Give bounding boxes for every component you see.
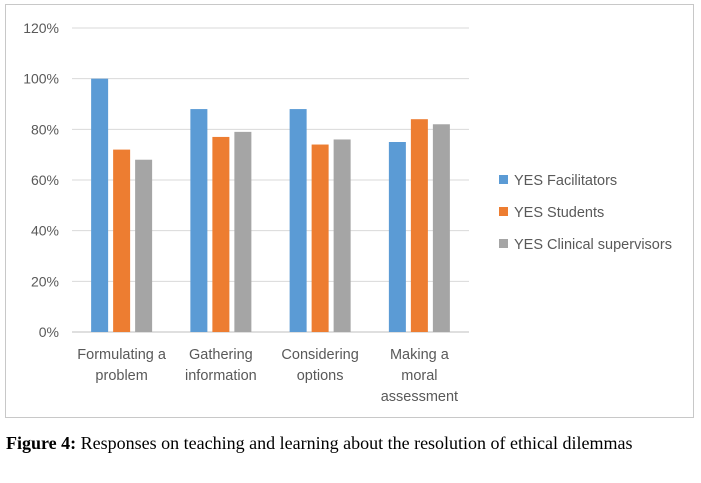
figure-caption: Figure 4: Responses on teaching and lear… bbox=[6, 432, 686, 454]
caption-text: Responses on teaching and learning about… bbox=[76, 433, 633, 453]
category-label-line: options bbox=[297, 368, 344, 384]
bar bbox=[311, 144, 329, 332]
bar bbox=[190, 109, 208, 332]
bar-chart: 0% 20% 40% 60% 80% 100% 120% Formulating a prob… bbox=[23, 20, 672, 405]
category-label-line: assessment bbox=[381, 389, 458, 405]
bar bbox=[410, 119, 428, 332]
category-label-line: problem bbox=[95, 368, 147, 384]
bar bbox=[135, 159, 153, 332]
bar bbox=[91, 78, 109, 333]
category-label-line: moral bbox=[401, 368, 437, 384]
y-tick-label: 80% bbox=[31, 121, 59, 137]
legend-swatch bbox=[499, 207, 508, 216]
legend-label: YES Clinical supervisors bbox=[514, 237, 672, 253]
bars bbox=[91, 78, 450, 333]
chart-frame: 0% 20% 40% 60% 80% 100% 120% Formulating a prob… bbox=[5, 4, 694, 418]
category-label-line: Formulating a bbox=[77, 347, 167, 363]
category-label: Making a moral assessment bbox=[381, 347, 458, 405]
bar bbox=[333, 139, 351, 332]
y-tick-label: 100% bbox=[23, 71, 59, 87]
category-label-line: information bbox=[185, 368, 257, 384]
y-tick-label: 120% bbox=[23, 20, 59, 36]
category-label: Gathering information bbox=[185, 347, 257, 384]
legend: YES Facilitators YES Students YES Clinical… bbox=[499, 173, 672, 253]
legend-label: YES Students bbox=[514, 205, 604, 221]
bar bbox=[432, 124, 450, 333]
bar bbox=[113, 149, 131, 332]
bar bbox=[388, 142, 406, 332]
legend-swatch bbox=[499, 239, 508, 248]
legend-swatch bbox=[499, 175, 508, 184]
legend-label: YES Facilitators bbox=[514, 173, 617, 189]
y-tick-label: 20% bbox=[31, 273, 59, 289]
y-tick-label: 40% bbox=[31, 223, 59, 239]
category-label: Considering options bbox=[281, 347, 358, 384]
category-label-line: Gathering bbox=[189, 347, 253, 363]
category-label-line: Considering bbox=[281, 347, 358, 363]
bar bbox=[289, 109, 307, 332]
y-axis-ticks: 0% 20% 40% 60% 80% 100% 120% bbox=[23, 20, 59, 340]
category-label: Formulating a problem bbox=[77, 347, 167, 384]
category-label-line: Making a bbox=[390, 347, 450, 363]
gridlines bbox=[72, 27, 469, 333]
y-tick-label: 0% bbox=[39, 324, 59, 340]
bar bbox=[234, 131, 252, 332]
x-axis-categories: Formulating a problem Gathering information… bbox=[77, 347, 458, 405]
y-tick-label: 60% bbox=[31, 172, 59, 188]
bar bbox=[212, 136, 230, 332]
caption-label: Figure 4: bbox=[6, 433, 77, 453]
